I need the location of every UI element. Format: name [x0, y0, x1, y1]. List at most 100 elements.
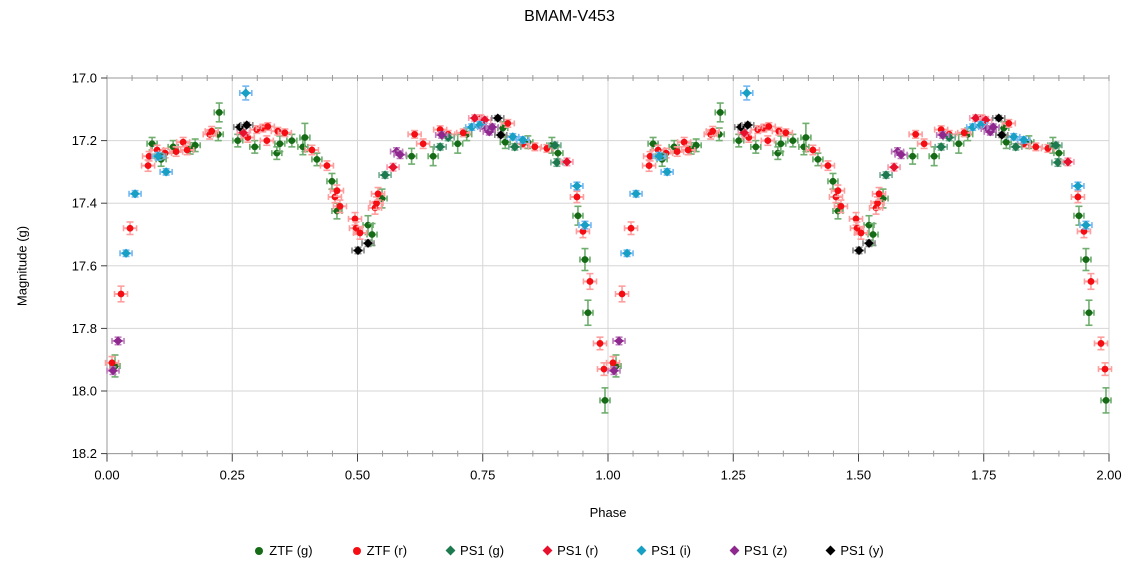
data-point-ZTF (r): [834, 187, 842, 195]
data-point-PS1 (y): [997, 130, 1007, 140]
legend-item-ztf-r: ZTF (r): [352, 543, 407, 558]
data-point-ZTF (g): [1002, 138, 1010, 146]
data-point-ZTF (g): [692, 141, 700, 149]
legend-item-label: ZTF (g): [269, 543, 313, 558]
data-point-ZTF (g): [869, 231, 877, 238]
data-point-ZTF (r): [117, 290, 125, 298]
data-point-PS1 (g): [435, 142, 445, 152]
data-point-ZTF (g): [501, 138, 509, 146]
data-point-ZTF (r): [852, 215, 860, 223]
legend-item-ps1-z: PS1 (z): [729, 543, 788, 558]
data-point-ZTF (g): [814, 155, 822, 163]
data-point-ZTF (g): [1000, 124, 1008, 132]
legend-item-label: PS1 (z): [744, 543, 788, 558]
data-point-PS1 (i): [580, 220, 590, 230]
data-point-ZTF (g): [789, 137, 797, 145]
data-point-ZTF (r): [126, 224, 134, 232]
x-tick-label: 1.75: [971, 468, 996, 483]
data-point-ZTF (r): [323, 162, 331, 170]
data-point-PS1 (z): [609, 366, 619, 376]
legend-item-label: PS1 (r): [557, 543, 599, 558]
data-point-ZTF (r): [586, 278, 594, 285]
data-point-PS1 (g): [881, 170, 891, 180]
diamond-marker-icon: [729, 545, 740, 556]
legend-item-ztf-g: ZTF (g): [255, 543, 313, 558]
data-point-PS1 (r): [480, 115, 490, 125]
circle-marker-icon: [255, 546, 264, 555]
circle-marker-icon: [352, 546, 361, 555]
data-point-PS1 (i): [153, 151, 163, 161]
data-point-ZTF (g): [148, 140, 156, 148]
data-point-PS1 (z): [487, 122, 497, 132]
data-point-ZTF (g): [276, 140, 284, 148]
data-point-ZTF (r): [374, 190, 382, 198]
data-point-PS1 (r): [1063, 157, 1073, 167]
y-tick-label: 17.4: [72, 196, 97, 211]
data-point-PS1 (y): [496, 130, 506, 140]
data-point-PS1 (i): [467, 122, 477, 132]
data-point-PS1 (y): [864, 238, 874, 248]
data-point-PS1 (y): [242, 120, 252, 130]
data-point-PS1 (y): [493, 113, 503, 123]
x-tick-label: 1.25: [721, 468, 746, 483]
data-point-ZTF (r): [179, 138, 187, 146]
data-point-ZTF (r): [680, 138, 688, 146]
data-point-ZTF (r): [764, 137, 772, 145]
data-point-ZTF (r): [1080, 227, 1088, 235]
data-point-PS1 (r): [889, 162, 899, 172]
data-point-PS1 (i): [654, 151, 664, 161]
chart-title: BMAM-V453: [524, 8, 615, 25]
data-point-ZTF (r): [765, 123, 773, 130]
data-point-PS1 (i): [1081, 220, 1091, 230]
data-point-ZTF (g): [499, 124, 507, 132]
diamond-marker-icon: [825, 545, 836, 556]
data-point-ZTF (r): [912, 130, 920, 138]
data-point-ZTF (r): [183, 146, 191, 154]
data-point-PS1 (y): [353, 245, 363, 256]
data-point-PS1 (i): [475, 120, 485, 130]
data-point-ZTF (r): [837, 202, 845, 210]
data-point-ZTF (g): [601, 396, 609, 404]
data-point-ZTF (r): [609, 359, 617, 367]
data-point-ZTF (g): [191, 141, 199, 149]
diamond-marker-icon: [445, 545, 456, 556]
data-point-PS1 (i): [742, 88, 752, 98]
x-tick-label: 0.25: [220, 468, 245, 483]
data-point-ZTF (r): [373, 199, 380, 207]
data-point-PS1 (g): [552, 157, 562, 168]
data-point-ZTF (r): [281, 129, 289, 137]
data-point-ZTF (r): [782, 129, 790, 137]
data-point-ZTF (g): [251, 143, 259, 151]
data-point-ZTF (r): [411, 130, 419, 138]
legend-item-ps1-y: PS1 (y): [825, 543, 884, 558]
data-point-ZTF (r): [874, 199, 881, 207]
data-point-PS1 (g): [936, 142, 946, 152]
x-tick-label: 0.50: [345, 468, 370, 483]
data-point-ZTF (r): [573, 193, 581, 201]
data-point-PS1 (z): [113, 336, 123, 346]
data-point-ZTF (g): [368, 231, 376, 238]
data-point-ZTF (g): [554, 149, 562, 157]
data-point-ZTF (g): [735, 137, 743, 145]
data-point-ZTF (g): [215, 109, 223, 116]
data-point-ZTF (r): [875, 190, 883, 198]
data-point-PS1 (g): [510, 142, 520, 152]
data-point-ZTF (g): [1085, 309, 1093, 317]
y-tick-label: 17.6: [72, 258, 97, 273]
data-point-ZTF (r): [263, 137, 271, 145]
data-point-ZTF (g): [1075, 212, 1083, 220]
data-point-ZTF (g): [955, 140, 963, 148]
data-point-PS1 (i): [1019, 135, 1029, 145]
data-point-ZTF (g): [234, 137, 242, 145]
data-point-ZTF (r): [960, 129, 968, 137]
data-point-PS1 (z): [437, 130, 447, 140]
data-point-ZTF (g): [865, 221, 873, 229]
data-point-ZTF (r): [1101, 365, 1109, 373]
legend: ZTF (g) ZTF (r) PS1 (g) PS1 (r) PS1 (i) PS1 (…: [0, 543, 1139, 558]
data-point-ZTF (r): [172, 148, 180, 155]
data-point-ZTF (g): [328, 177, 336, 185]
data-point-ZTF (r): [333, 187, 341, 195]
data-point-PS1 (z): [985, 127, 995, 137]
data-point-ZTF (r): [1097, 340, 1105, 347]
data-point-PS1 (y): [854, 245, 864, 256]
